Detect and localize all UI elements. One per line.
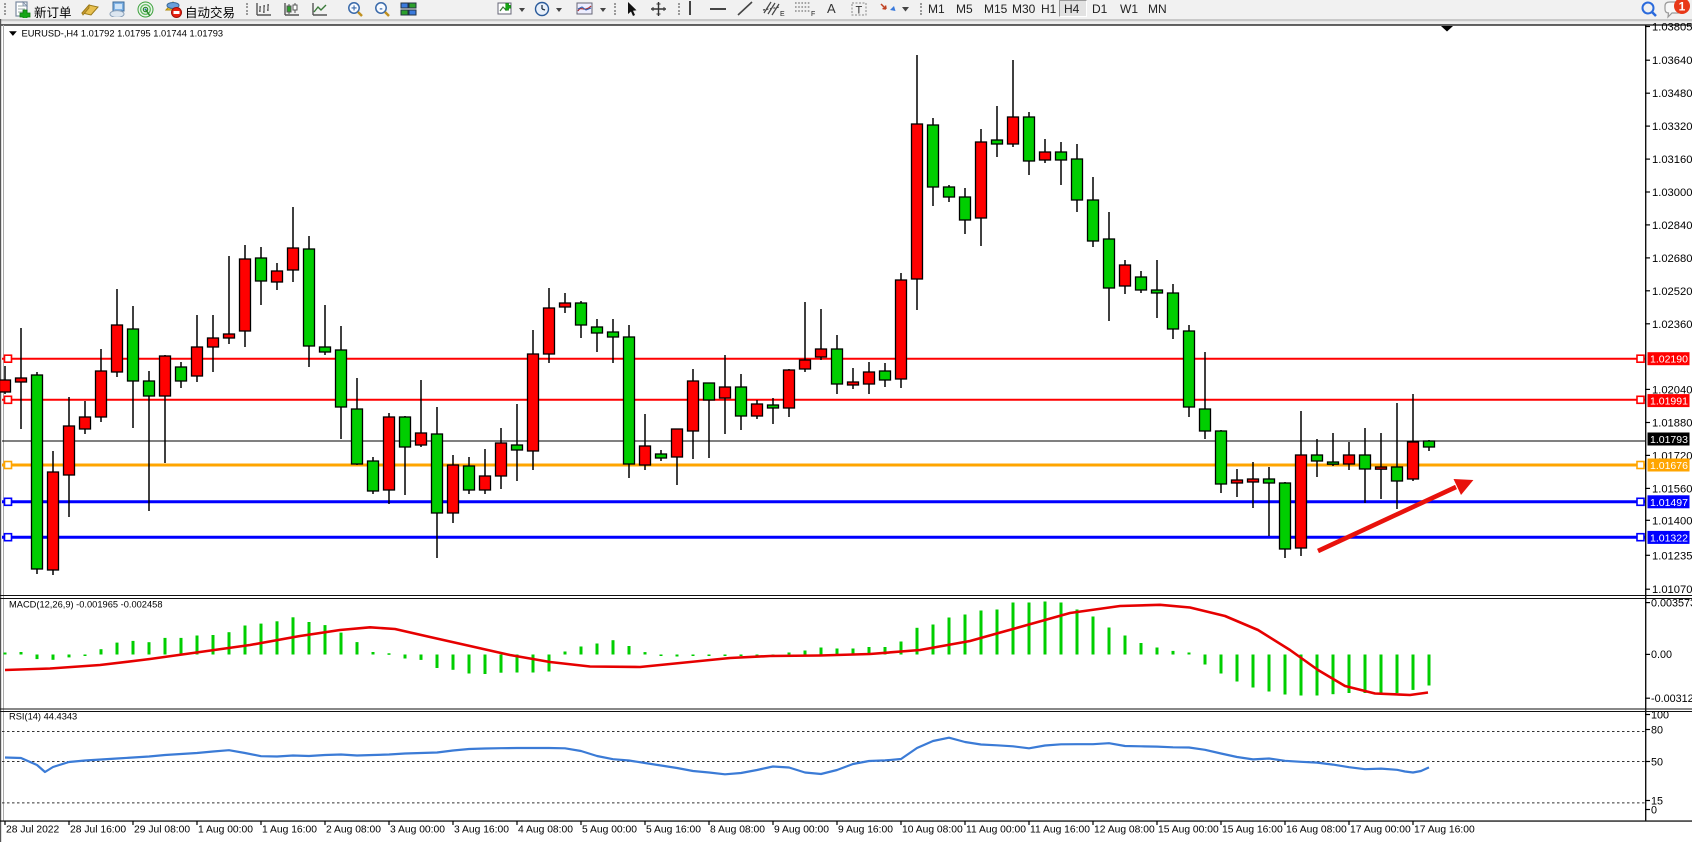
svg-text:11 Aug 16:00: 11 Aug 16:00 <box>1030 825 1090 836</box>
svg-text:MACD(12,26,9) -0.001965 -0.002: MACD(12,26,9) -0.001965 -0.002458 <box>9 600 163 610</box>
svg-text:4 Aug 08:00: 4 Aug 08:00 <box>518 825 573 836</box>
svg-text:10 Aug 08:00: 10 Aug 08:00 <box>902 825 963 836</box>
svg-text:1.03320: 1.03320 <box>1652 121 1692 133</box>
svg-text:1.01497: 1.01497 <box>1650 497 1688 509</box>
svg-text:T: T <box>856 5 863 17</box>
svg-text:50: 50 <box>1651 756 1663 768</box>
svg-text:1 Aug 16:00: 1 Aug 16:00 <box>262 825 317 836</box>
svg-text:5 Aug 16:00: 5 Aug 16:00 <box>646 825 701 836</box>
svg-text:1: 1 <box>1679 0 1686 14</box>
svg-text:1.01676: 1.01676 <box>1650 460 1688 472</box>
svg-text:9 Aug 16:00: 9 Aug 16:00 <box>838 825 893 836</box>
svg-text:11 Aug 00:00: 11 Aug 00:00 <box>966 825 1026 836</box>
svg-text:100: 100 <box>1651 709 1669 721</box>
svg-text:1.01991: 1.01991 <box>1650 396 1688 408</box>
svg-text:2 Aug 08:00: 2 Aug 08:00 <box>326 825 381 836</box>
svg-text:0: 0 <box>1651 804 1657 816</box>
svg-text:12 Aug 08:00: 12 Aug 08:00 <box>1094 825 1155 836</box>
svg-text:1.03480: 1.03480 <box>1652 88 1692 100</box>
svg-text:29 Jul 08:00: 29 Jul 08:00 <box>134 825 190 836</box>
svg-text:0.00: 0.00 <box>1651 649 1672 661</box>
svg-text:1 Aug 00:00: 1 Aug 00:00 <box>198 825 253 836</box>
svg-text:E: E <box>780 11 785 18</box>
svg-text:5 Aug 00:00: 5 Aug 00:00 <box>582 825 637 836</box>
svg-text:3 Aug 16:00: 3 Aug 16:00 <box>454 825 509 836</box>
svg-text:-0.003129: -0.003129 <box>1651 693 1692 705</box>
svg-text:1.01070: 1.01070 <box>1652 584 1692 596</box>
svg-text:-: - <box>379 4 382 15</box>
svg-text:1.02840: 1.02840 <box>1652 220 1692 232</box>
svg-text:15 Aug 00:00: 15 Aug 00:00 <box>1158 825 1219 836</box>
svg-text:1.01235: 1.01235 <box>1652 550 1692 562</box>
svg-text:1.03805: 1.03805 <box>1652 22 1692 34</box>
svg-text:EURUSD-,H4 1.01792 1.01795 1.: EURUSD-,H4 1.01792 1.01795 1.01744 1.017… <box>22 28 224 38</box>
svg-text:1.01793: 1.01793 <box>1650 434 1688 446</box>
svg-text:1.01400: 1.01400 <box>1652 515 1692 527</box>
svg-text:1.03000: 1.03000 <box>1652 187 1692 199</box>
svg-text:28 Jul 16:00: 28 Jul 16:00 <box>70 825 126 836</box>
svg-text:1.01880: 1.01880 <box>1652 418 1692 430</box>
svg-text:15: 15 <box>1651 795 1663 807</box>
svg-text:0.003573: 0.003573 <box>1651 597 1692 609</box>
svg-text:1.01560: 1.01560 <box>1652 483 1692 495</box>
svg-text:17 Aug 00:00: 17 Aug 00:00 <box>1350 825 1411 836</box>
svg-text:F: F <box>811 11 815 18</box>
svg-text:15 Aug 16:00: 15 Aug 16:00 <box>1222 825 1283 836</box>
svg-text:1.03640: 1.03640 <box>1652 55 1692 67</box>
svg-text:1.03160: 1.03160 <box>1652 154 1692 166</box>
svg-text:16 Aug 08:00: 16 Aug 08:00 <box>1286 825 1347 836</box>
svg-text:1.02040: 1.02040 <box>1652 384 1692 396</box>
svg-text:3 Aug 00:00: 3 Aug 00:00 <box>390 825 445 836</box>
svg-text:8 Aug 08:00: 8 Aug 08:00 <box>710 825 765 836</box>
svg-text:17 Aug 16:00: 17 Aug 16:00 <box>1414 825 1475 836</box>
svg-text:RSI(14) 44.4343: RSI(14) 44.4343 <box>9 712 77 722</box>
svg-text:1.02680: 1.02680 <box>1652 253 1692 265</box>
svg-text:9 Aug 00:00: 9 Aug 00:00 <box>774 825 829 836</box>
svg-text:1.01322: 1.01322 <box>1650 532 1688 544</box>
svg-text:1.02190: 1.02190 <box>1650 354 1688 366</box>
svg-text:1.02520: 1.02520 <box>1652 286 1692 298</box>
svg-text:80: 80 <box>1651 724 1663 736</box>
svg-text:+: + <box>351 4 357 15</box>
svg-text:1.02360: 1.02360 <box>1652 319 1692 331</box>
svg-text:28 Jul 2022: 28 Jul 2022 <box>6 825 60 836</box>
